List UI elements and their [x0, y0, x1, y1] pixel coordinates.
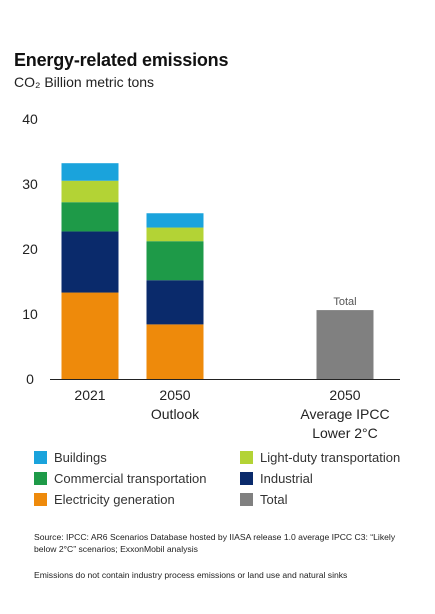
- y-tick-label: 10: [22, 306, 38, 322]
- chart-title: Energy-related emissions: [14, 50, 229, 70]
- legend-item: Commercial transportation: [34, 471, 240, 486]
- y-tick-label: 40: [22, 111, 38, 127]
- legend-item: Industrial: [240, 471, 424, 486]
- bar-segment-buildings: [61, 163, 119, 181]
- legend-swatch: [34, 493, 47, 506]
- legend-label: Buildings: [54, 450, 107, 465]
- y-tick-label: 30: [22, 176, 38, 192]
- legend-label: Electricity generation: [54, 492, 175, 507]
- x-category-label: Outlook: [151, 406, 200, 422]
- legend-label: Industrial: [260, 471, 313, 486]
- bar-segment-electricity-generation: [61, 292, 119, 379]
- bar-segment-electricity-generation: [146, 324, 204, 379]
- bar-segment-commercial-transportation: [146, 241, 204, 281]
- legend-label: Commercial transportation: [54, 471, 207, 486]
- bar-segment-total: [316, 310, 374, 379]
- x-category-label: Lower 2°C: [312, 425, 378, 441]
- legend-label: Light-duty transportation: [260, 450, 401, 465]
- bar-segment-light-duty-transportation: [61, 180, 119, 203]
- legend-swatch: [34, 472, 47, 485]
- legend-item: Light-duty transportation: [240, 450, 424, 465]
- bar-segment-industrial: [146, 280, 204, 325]
- bar-annotation-label: Total: [333, 296, 356, 308]
- stacked-bar-chart: 0 10 20 30 40 2021 2050 Outlook 2050 Average IPCC…: [22, 111, 400, 441]
- legend-item: Total: [240, 492, 424, 507]
- chart-subtitle: CO₂ Billion metric tons: [14, 74, 155, 90]
- chart-legend: Buildings Light-duty transportation Commer…: [34, 450, 424, 507]
- x-category-label: Average IPCC: [300, 406, 389, 422]
- footnote: Emissions do not contain industry proces…: [34, 570, 348, 580]
- legend-swatch: [34, 451, 47, 464]
- x-category-label: 2021: [74, 387, 105, 403]
- legend-swatch: [240, 451, 253, 464]
- bar-segment-industrial: [61, 231, 119, 293]
- legend-swatch: [240, 493, 253, 506]
- x-category-label: 2050: [159, 387, 190, 403]
- bar-segment-light-duty-transportation: [146, 227, 204, 242]
- legend-label: Total: [260, 492, 288, 507]
- bar-segment-commercial-transportation: [61, 202, 119, 232]
- source-note: Source: IPCC: AR6 Scenarios Database hos…: [34, 532, 396, 554]
- y-tick-label: 0: [26, 371, 34, 387]
- y-tick-label: 20: [22, 241, 38, 257]
- x-category-label: 2050: [329, 387, 360, 403]
- legend-swatch: [240, 472, 253, 485]
- bar-segment-buildings: [146, 213, 204, 228]
- legend-item: Electricity generation: [34, 492, 240, 507]
- legend-item: Buildings: [34, 450, 240, 465]
